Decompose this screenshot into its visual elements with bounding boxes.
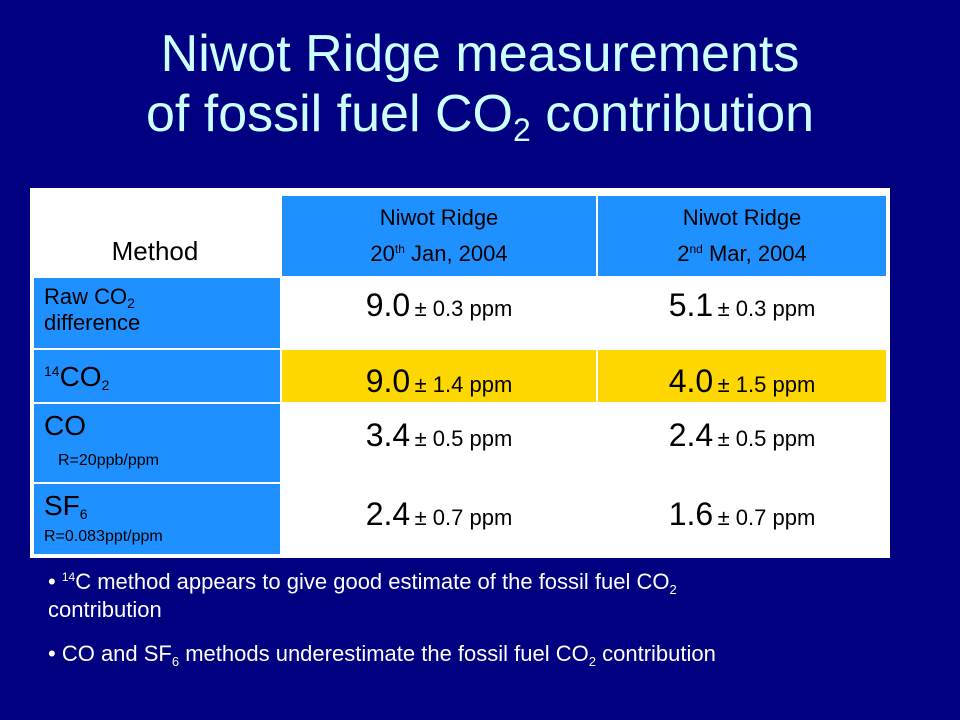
table-cell-value-highlight: 4.0 ± 1.5 ppm — [598, 350, 886, 402]
note-14c-method: • 14C method appears to give good estima… — [48, 569, 677, 622]
title-line-2: of fossil fuel CO2 contribution — [145, 85, 815, 148]
table-cell-value: 2.4 ± 0.7 ppm — [365, 496, 513, 532]
table-cell-value: 2.4 ± 0.5 ppm — [668, 417, 816, 453]
method-header-cell: Method — [30, 188, 280, 276]
row-label-sf6: SF6 R=0.083ppt/ppm — [34, 484, 280, 554]
row-label-14co2: 14CO2 — [34, 350, 280, 402]
column-header-date: 2nd Mar, 2004 — [677, 241, 807, 266]
bullet-notes: • 14C method appears to give good estima… — [48, 568, 908, 684]
column-header-jan: Niwot Ridge 20th Jan, 2004 — [282, 196, 596, 276]
column-header-mar: Niwot Ridge 2nd Mar, 2004 — [598, 196, 886, 276]
note-co-sf6-methods: • CO and SF6 methods underestimate the f… — [48, 641, 716, 669]
column-header-date: 20th Jan, 2004 — [370, 241, 508, 266]
title-line-1: Niwot Ridge measurements — [160, 25, 800, 83]
row-label-raw-co2: Raw CO2 difference — [34, 278, 280, 348]
table-cell-value: 9.0 ± 0.3 ppm — [365, 287, 513, 323]
column-header-site: Niwot Ridge — [682, 205, 802, 230]
method-header: Method — [111, 236, 199, 266]
table-cell-value: 3.4 ± 0.5 ppm — [365, 417, 513, 453]
results-table: Method Niwot Ridge 20th Jan, 2004 Niwot … — [30, 188, 890, 558]
slide-title: Niwot Ridge measurements of fossil fuel … — [0, 24, 960, 148]
table-cell-value: 1.6 ± 0.7 ppm — [668, 496, 816, 532]
table-cell-value-highlight: 9.0 ± 1.4 ppm — [282, 350, 596, 402]
column-header-site: Niwot Ridge — [379, 205, 499, 230]
row-label-co: CO R=20ppb/ppm — [34, 404, 280, 482]
table-cell-value: 5.1 ± 0.3 ppm — [668, 287, 816, 323]
